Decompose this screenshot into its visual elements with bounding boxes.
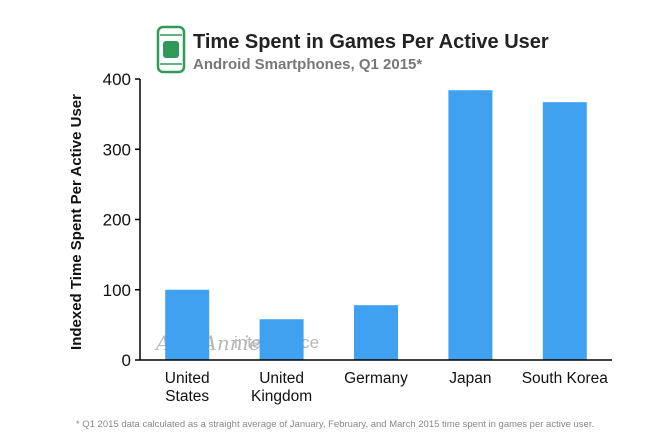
y-axis-ticks: 0 100 200 300 400: [103, 70, 140, 370]
y-tick-label: 200: [103, 211, 131, 230]
bar: [448, 90, 493, 361]
chart-title: Time Spent in Games Per Active User: [193, 31, 549, 53]
bar: [354, 305, 398, 360]
y-tick-label: 300: [103, 140, 131, 159]
y-axis-label: Indexed Time Spent Per Active User: [68, 94, 85, 350]
x-category-label: Japan: [449, 370, 491, 387]
x-category-label: United Kingdom: [251, 370, 312, 405]
bars: [165, 90, 587, 361]
chart-subtitle: Android Smartphones, Q1 2015*: [193, 56, 422, 73]
x-category-label: Germany: [344, 370, 408, 387]
bar: [165, 289, 210, 360]
bar: [542, 102, 587, 361]
y-tick-label: 100: [103, 281, 131, 300]
y-tick-label: 0: [122, 351, 131, 370]
footnote: * Q1 2015 data calculated as a straight …: [76, 419, 594, 430]
x-category-label: South Korea: [522, 370, 609, 387]
y-tick-label: 400: [103, 70, 131, 89]
x-axis-categories: United States United Kingdom Germany Japan Sou…: [165, 370, 608, 405]
smartphone-icon: [156, 25, 186, 74]
x-category-label: United States: [165, 370, 210, 405]
bar: [259, 319, 304, 360]
